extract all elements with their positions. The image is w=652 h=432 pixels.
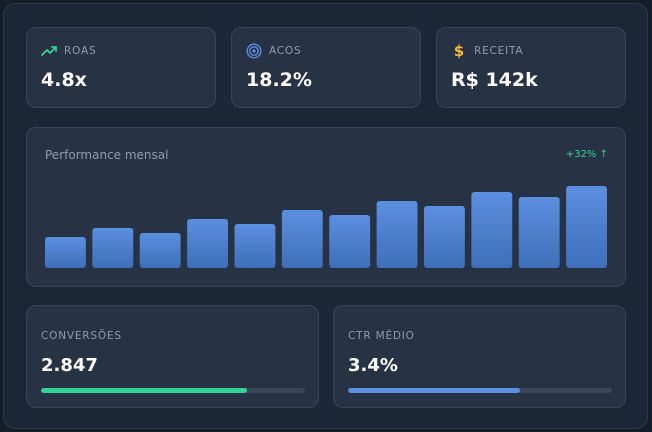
ctr-progress-track (348, 388, 612, 393)
kpi-label: ROAS (64, 45, 97, 57)
chart-bar[interactable] (518, 197, 560, 268)
chart-title: Performance mensal (45, 148, 169, 162)
chart-bar[interactable] (139, 233, 181, 268)
kpi-header: ACOS (246, 43, 301, 59)
chart-bar[interactable] (471, 192, 513, 268)
chart-bar[interactable] (281, 210, 323, 268)
target-icon (246, 43, 262, 59)
chart-bar[interactable] (566, 186, 607, 268)
kpi-header: ROAS (41, 43, 96, 59)
ctr-label: CTR MÉDIO (348, 330, 415, 342)
chart-bar[interactable] (424, 206, 465, 268)
kpi-card-acos[interactable]: ACOS 18.2% (231, 27, 421, 108)
kpi-value: 4.8x (41, 69, 87, 91)
ctr-progress-fill (348, 388, 520, 393)
chart-bar[interactable] (45, 237, 86, 268)
chart-bar[interactable] (234, 224, 276, 268)
kpi-card-roas[interactable]: ROAS 4.8x (26, 27, 216, 108)
growth-badge: +32% ↑ (565, 149, 608, 160)
bar-chart (45, 186, 607, 268)
chart-bar[interactable] (376, 201, 418, 268)
conversions-label: CONVERSÕES (41, 330, 122, 342)
conversions-card[interactable]: CONVERSÕES 2.847 (26, 305, 319, 408)
dollar-icon: $ (453, 42, 465, 60)
trending-up-icon (41, 43, 57, 59)
kpi-label: RECEITA (474, 45, 524, 57)
conversions-progress-fill (41, 388, 247, 393)
dashboard-panel: ROAS 4.8x ACOS 18.2% $ RECEITA R$ 142k P… (3, 3, 648, 429)
performance-card: Performance mensal +32% ↑ (26, 127, 626, 287)
kpi-value: 18.2% (246, 69, 312, 91)
conversions-progress-track (41, 388, 305, 393)
chart-bar[interactable] (329, 215, 371, 268)
conversions-value: 2.847 (41, 355, 98, 376)
chart-bar[interactable] (92, 228, 134, 268)
kpi-value: R$ 142k (451, 69, 538, 91)
kpi-header: $ RECEITA (451, 42, 524, 60)
ctr-card[interactable]: CTR MÉDIO 3.4% (333, 305, 626, 408)
kpi-card-receita[interactable]: $ RECEITA R$ 142k (436, 27, 626, 108)
kpi-label: ACOS (269, 45, 302, 57)
ctr-value: 3.4% (348, 355, 398, 376)
chart-bar[interactable] (187, 219, 228, 268)
